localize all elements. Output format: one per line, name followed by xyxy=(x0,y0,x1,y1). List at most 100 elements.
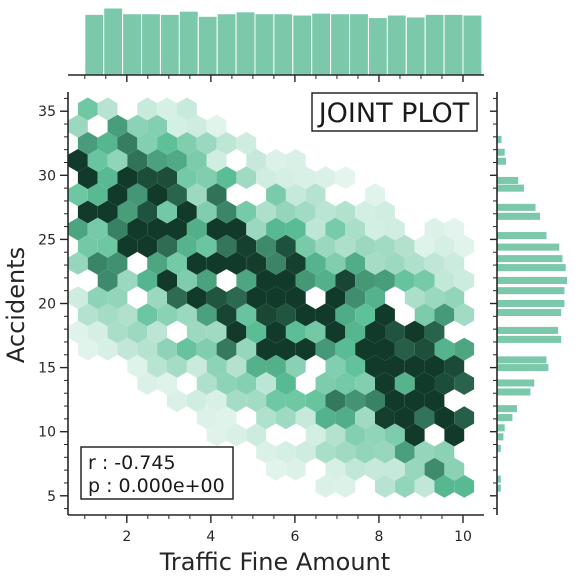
hexbin-cell xyxy=(137,269,158,292)
hexbin-cell xyxy=(276,337,296,361)
hexbin-cell xyxy=(365,286,385,310)
hexbin-cell xyxy=(68,251,88,275)
hexbin-cell xyxy=(196,337,217,361)
marginal-x-bar xyxy=(349,13,369,76)
hexbin-cell xyxy=(127,354,148,378)
marginal-y-bar xyxy=(497,444,501,452)
hexbin-cell xyxy=(424,354,445,378)
hexbin-cell xyxy=(295,234,316,258)
hexbin-cell xyxy=(117,166,138,189)
hexbin-cell xyxy=(266,320,286,344)
hexbin-cell xyxy=(424,320,445,344)
hexbin-cell xyxy=(157,269,177,292)
hexbin-cell xyxy=(355,234,375,258)
hexbin-cell xyxy=(157,337,177,361)
hexbin-cell xyxy=(206,286,227,310)
hexbin-cell xyxy=(226,217,247,241)
hexbin-cell xyxy=(117,200,138,224)
hexbin-cell xyxy=(77,337,98,361)
hexbin-cell xyxy=(147,320,167,344)
hexbin-cell xyxy=(107,149,128,172)
hexbin-cell xyxy=(295,337,316,361)
hexbin-cell xyxy=(315,440,336,464)
hexbin-cell xyxy=(305,217,326,241)
hexbin-cell xyxy=(97,303,118,327)
hexbin-cell xyxy=(216,131,237,155)
hexbin-cell xyxy=(454,406,475,430)
hexbin-cell xyxy=(305,183,326,207)
hexbin-cell xyxy=(315,166,336,189)
hexbin-cell xyxy=(167,217,187,241)
hexbin-cell xyxy=(226,423,247,447)
hexbin-cell xyxy=(276,200,296,224)
hexbin-cell xyxy=(206,251,227,275)
hexbin-cell xyxy=(216,303,237,327)
hexbin-cell xyxy=(186,389,207,413)
hexbin-cell xyxy=(305,320,326,344)
hexbin-cell xyxy=(177,131,197,155)
title-box: JOINT PLOT xyxy=(311,92,478,132)
y-axis-label: Accidents xyxy=(2,247,30,363)
hexbin-cell xyxy=(246,320,267,344)
hexbin-cell xyxy=(325,286,346,310)
marginal-y-bar xyxy=(497,135,502,143)
hexbin-cell xyxy=(256,166,276,189)
hexbin-cell xyxy=(385,457,405,481)
hexbin-cell xyxy=(414,337,435,361)
marginal-x-bar xyxy=(273,13,294,76)
hexbin-cell xyxy=(87,149,108,172)
hexbin-cell xyxy=(414,234,435,258)
marginal-x-bar xyxy=(443,13,464,76)
hexbin-cell xyxy=(236,303,257,327)
hexbin-cell xyxy=(276,234,296,258)
hexbin-cell xyxy=(345,286,366,310)
hexbin-cell xyxy=(206,149,227,172)
hexbin-cell xyxy=(434,234,455,258)
hexbin-cell xyxy=(424,286,445,310)
hexbin-cell xyxy=(226,286,247,310)
marginal-y-bar xyxy=(497,184,524,192)
hexbin-cell xyxy=(454,475,475,498)
hexbin-cell xyxy=(325,389,346,413)
marginal-x-bar xyxy=(405,16,426,76)
hexbin-cell xyxy=(107,114,128,138)
marginal-x-bar xyxy=(367,17,388,76)
hexbin-cell xyxy=(305,423,326,447)
hexbin-cell xyxy=(157,234,177,258)
marginal-y-bar xyxy=(497,232,547,240)
hexbin-cell xyxy=(177,200,197,224)
hexbin-cell xyxy=(157,372,177,395)
hexbin-cell xyxy=(107,320,128,344)
x-tick-label: 2 xyxy=(122,529,131,545)
hexbin-cell xyxy=(285,389,306,413)
hexbin-cell xyxy=(444,354,465,378)
hexbin-layer xyxy=(68,97,475,498)
hexbin-cell xyxy=(157,97,177,121)
hexbin-cell xyxy=(335,372,356,395)
hexbin-cell xyxy=(167,149,187,172)
marginal-x-histogram xyxy=(68,7,484,82)
hexbin-cell xyxy=(315,234,336,258)
marginal-y-bar xyxy=(497,157,506,165)
hexbin-cell xyxy=(315,372,336,395)
hexbin-cell xyxy=(424,251,445,275)
marginal-y-bar xyxy=(497,326,559,334)
hexbin-cell xyxy=(216,200,237,224)
hexbin-cell xyxy=(68,183,88,207)
hexbin-cell xyxy=(375,372,395,395)
marginal-y-bar xyxy=(497,414,513,422)
hexbin-cell xyxy=(137,97,158,121)
hexbin-cell xyxy=(404,423,425,447)
hexbin-cell xyxy=(385,320,405,344)
hexbin-cell xyxy=(196,234,217,258)
hexbin-cell xyxy=(77,131,98,155)
hexbin-cell xyxy=(295,440,316,464)
hexbin-cell xyxy=(345,354,366,378)
hexbin-cell xyxy=(196,269,217,292)
marginal-y-bar xyxy=(497,484,501,492)
hexbin-cell xyxy=(68,217,88,241)
hexbin-cell xyxy=(394,372,415,395)
hexbin-cell xyxy=(206,320,227,344)
hexbin-cell xyxy=(216,372,237,395)
